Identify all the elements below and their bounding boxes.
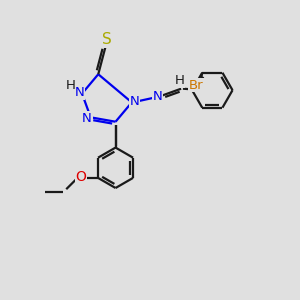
Text: Br: Br [189, 79, 204, 92]
Text: N: N [153, 90, 163, 103]
Text: h: h [176, 74, 184, 87]
Text: S: S [102, 32, 112, 47]
Text: O: O [76, 170, 86, 184]
Text: N: N [75, 86, 85, 99]
Text: H: H [175, 74, 184, 87]
Text: N: N [82, 112, 92, 125]
Text: N: N [129, 95, 139, 108]
Text: H: H [66, 79, 76, 92]
